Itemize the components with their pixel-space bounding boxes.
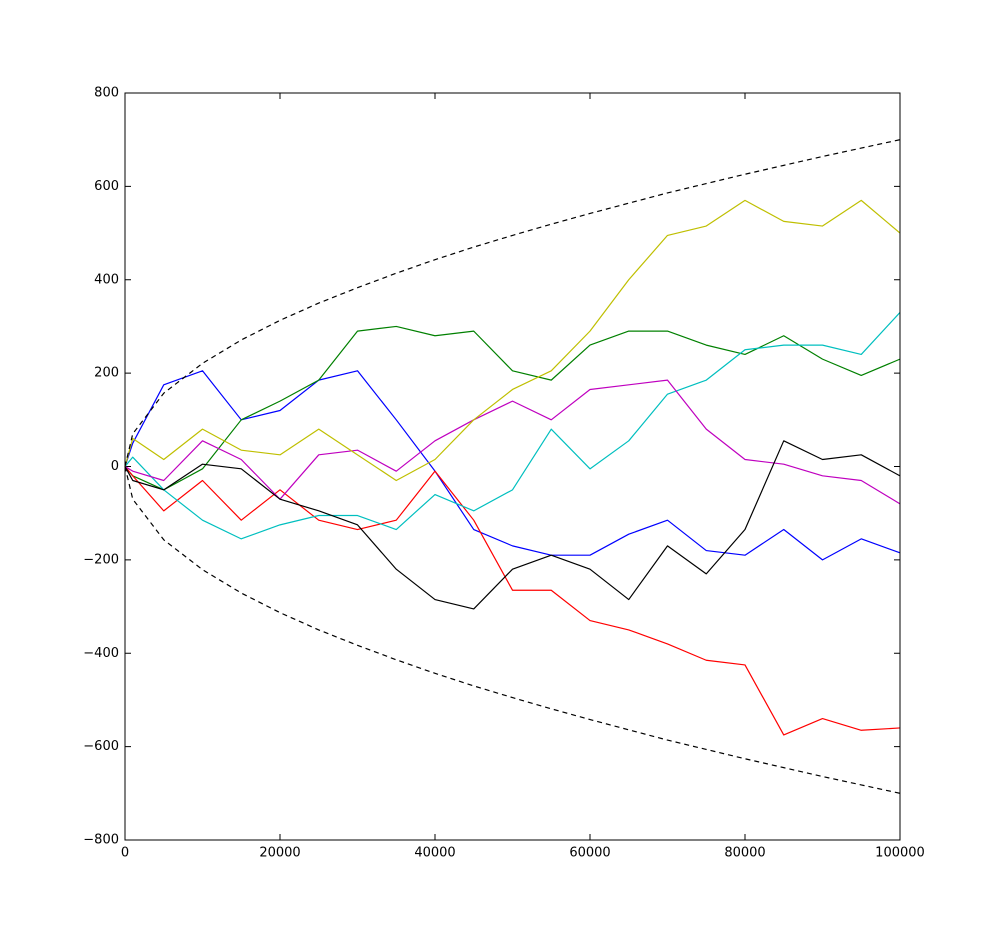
x-tick-label: 20000 [259,846,300,861]
x-tick-label: 60000 [569,846,610,861]
series-line [124,312,901,540]
series-line [124,466,901,736]
y-tick-label: 600 [94,179,119,194]
series-line [124,325,901,491]
x-tick-label: 40000 [414,846,455,861]
series-line [124,370,901,561]
y-tick-label: 200 [94,366,119,381]
y-tick-label: 400 [94,272,119,287]
y-tick-label: −800 [83,833,119,848]
y-tick-label: −600 [83,739,119,754]
y-tick-label: −400 [83,646,119,661]
plot-frame [124,92,901,841]
x-tick-label: 100000 [875,846,925,861]
y-tick-label: −200 [83,552,119,567]
envelope-line [124,139,901,467]
y-tick-label: 0 [111,459,119,474]
envelope-line [124,466,901,794]
x-tick-label: 0 [121,846,129,861]
y-tick-label: 800 [94,86,119,101]
x-tick-label: 80000 [724,846,765,861]
series-line [124,440,901,610]
series-line [124,199,901,482]
series-line [124,379,901,505]
